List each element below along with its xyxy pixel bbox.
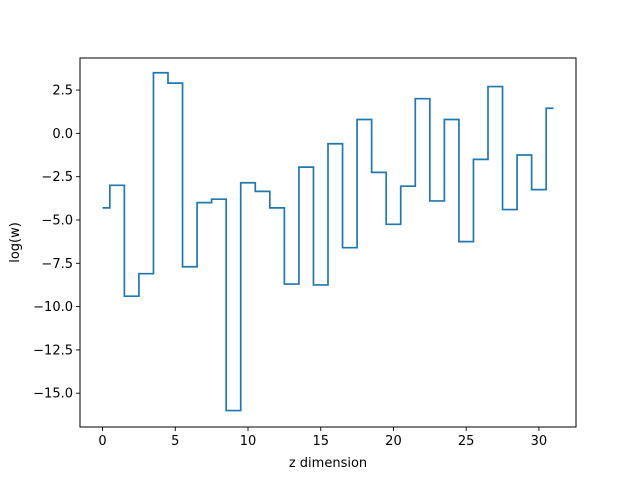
x-tick-label: 20 xyxy=(385,434,402,449)
y-tick-label: −2.5 xyxy=(41,170,73,185)
x-tick-label: 15 xyxy=(312,434,329,449)
x-tick-label: 5 xyxy=(171,434,179,449)
plot-area xyxy=(102,71,554,412)
y-axis-ticks: 2.5 0.0 −2.5 −5.0 −7.5 −10.0 −12.5 −15.0 xyxy=(33,84,80,402)
y-tick-label: 2.5 xyxy=(52,84,73,99)
x-tick-label: 25 xyxy=(458,434,475,449)
y-tick-label: −10.0 xyxy=(33,300,73,315)
x-tick-label: 30 xyxy=(531,434,548,449)
y-tick-label: −7.5 xyxy=(41,257,73,272)
axes-frame xyxy=(79,57,577,428)
y-tick-label: −15.0 xyxy=(33,387,73,402)
x-tick-label: 10 xyxy=(240,434,257,449)
series-line xyxy=(102,71,554,412)
x-axis-ticks: 0 5 10 15 20 25 30 xyxy=(98,427,547,449)
y-tick-label: 0.0 xyxy=(52,127,73,142)
x-tick-label: 0 xyxy=(98,434,106,449)
x-axis-label: z dimension xyxy=(289,456,367,471)
y-tick-label: −12.5 xyxy=(33,343,73,358)
y-axis-label: log(w) xyxy=(8,222,23,263)
y-tick-label: −5.0 xyxy=(41,213,73,228)
